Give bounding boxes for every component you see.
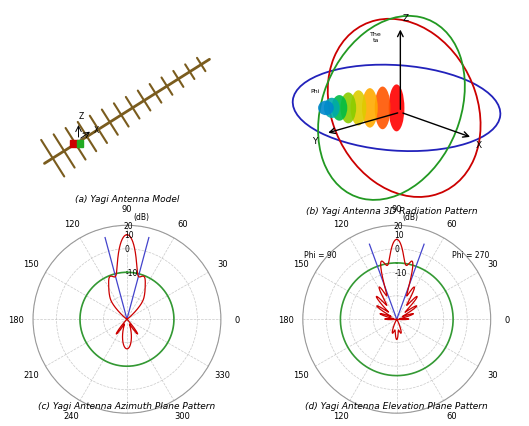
Text: Z: Z [403,14,409,23]
Ellipse shape [389,85,404,132]
Text: -10: -10 [395,268,407,277]
Text: 0: 0 [124,245,130,254]
Text: (dB): (dB) [403,213,419,222]
Text: X: X [475,141,481,150]
Ellipse shape [375,87,390,130]
Text: (dB): (dB) [133,213,149,222]
Text: -10: -10 [125,268,138,277]
Text: Z: Z [79,112,84,121]
Title: (c) Yagi Antenna Azimuth Plane Pattern: (c) Yagi Antenna Azimuth Plane Pattern [38,401,216,410]
Title: (d) Yagi Antenna Elevation Plane Pattern: (d) Yagi Antenna Elevation Plane Pattern [305,401,488,410]
Bar [70,141,78,148]
Text: 10: 10 [124,231,134,240]
Text: The
ta: The ta [370,32,382,43]
Ellipse shape [318,101,334,116]
Text: 0: 0 [394,245,399,254]
Bar [77,141,83,148]
Ellipse shape [341,93,356,124]
Text: Phi = 90: Phi = 90 [304,250,337,259]
Text: Phi = 270: Phi = 270 [452,250,489,259]
Text: (b) Yagi Antenna 3D Radiation Pattern: (b) Yagi Antenna 3D Radiation Pattern [306,206,477,215]
Text: Phi: Phi [311,89,320,94]
Ellipse shape [362,89,378,128]
Text: 20: 20 [124,222,133,230]
Text: Y: Y [313,136,318,145]
Ellipse shape [332,96,347,121]
Text: 20: 20 [394,222,403,230]
Text: 10: 10 [394,231,404,240]
Text: X: X [94,126,99,135]
Ellipse shape [351,91,366,126]
Ellipse shape [324,98,340,119]
Text: (a) Yagi Antenna Model: (a) Yagi Antenna Model [75,194,179,203]
